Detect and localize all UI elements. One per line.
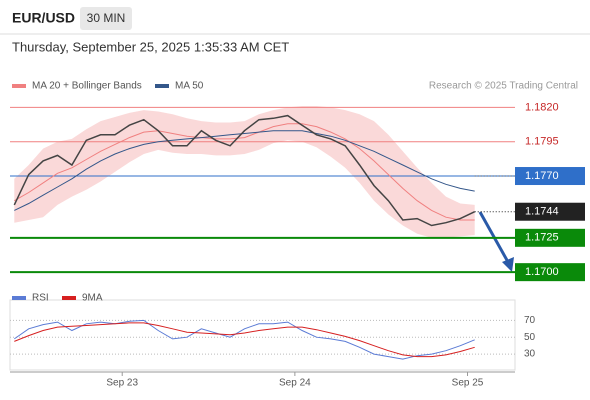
credit: Research © 2025 Trading Central — [429, 81, 578, 92]
ma20-line — [14, 123, 475, 221]
legend-label: MA 50 — [175, 81, 204, 92]
level-label: 1.1725 — [525, 232, 559, 244]
legend-label: RSI — [32, 293, 49, 304]
timeframe: 30 MIN — [87, 11, 126, 25]
level-label: 1.1795 — [525, 136, 559, 148]
level-label-box — [515, 202, 585, 221]
rsi-frame — [9, 299, 516, 371]
legend-swatch — [155, 84, 169, 88]
legend-swatch — [62, 296, 76, 300]
legend-label: MA 20 + Bollinger Bands — [32, 81, 142, 92]
legend-label: 9MA — [82, 293, 103, 304]
bollinger-band — [14, 106, 475, 238]
ma50-line — [14, 130, 475, 211]
legend-swatch — [12, 84, 26, 88]
y-tick-label: 70 — [524, 315, 536, 326]
x-tick-label: Sep 25 — [452, 378, 484, 389]
level-label: 1.1700 — [525, 266, 559, 278]
y-tick-label: 30 — [524, 349, 536, 360]
price-line — [13, 114, 476, 227]
symbol: EUR/USD — [12, 10, 75, 26]
arrow-head — [502, 257, 514, 272]
datetime: Thursday, September 25, 2025 1:35:33 AM … — [12, 39, 289, 54]
level-label: 1.1744 — [525, 206, 559, 218]
x-tick-label: Sep 23 — [106, 378, 138, 389]
level-label-box — [515, 228, 585, 247]
timeframe-box — [80, 7, 132, 30]
x-tick-label: Sep 24 — [279, 378, 311, 389]
rsi-line — [14, 322, 475, 358]
y-tick-label: 50 — [524, 332, 536, 343]
level-label: 1.1820 — [525, 101, 559, 113]
rsi-line — [14, 319, 475, 360]
legend-swatch — [12, 296, 26, 300]
level-label-box — [515, 167, 585, 186]
level-label: 1.1770 — [525, 170, 559, 182]
level-label-box — [515, 263, 585, 282]
